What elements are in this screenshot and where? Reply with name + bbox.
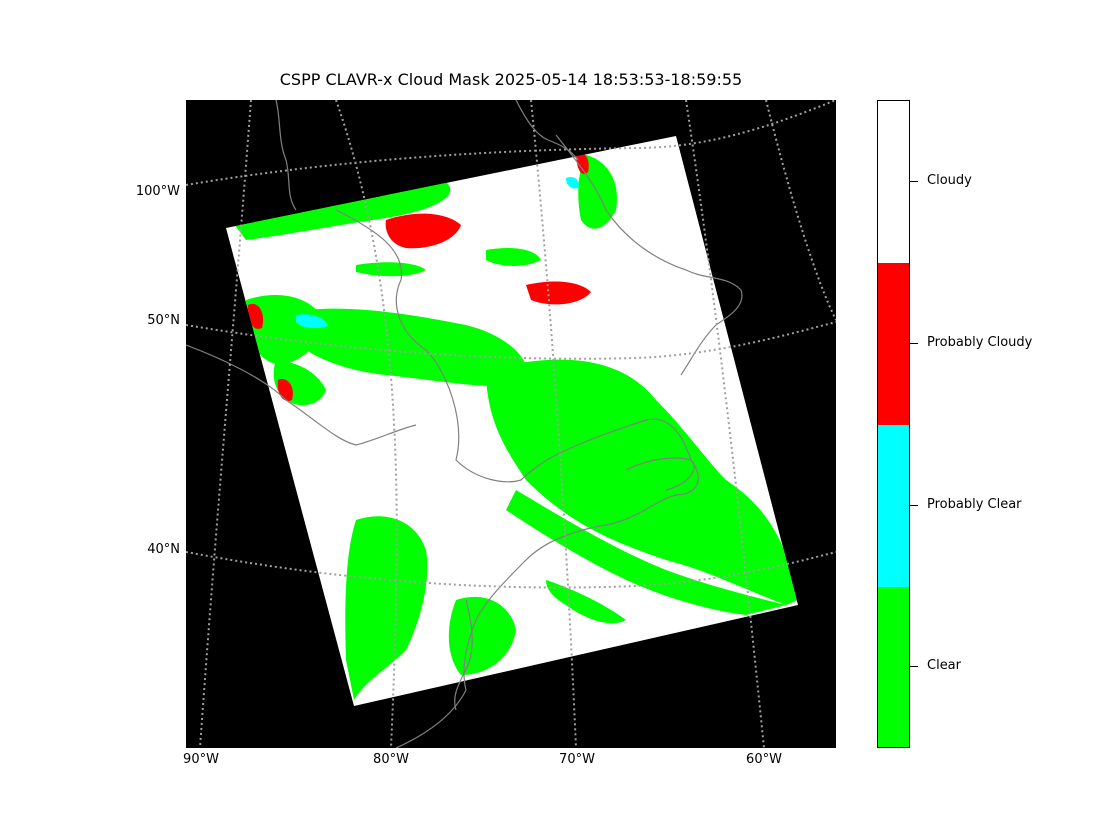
hudson-bay-coast bbox=[275, 100, 297, 211]
meridian-70w bbox=[530, 100, 577, 748]
satellite-swath bbox=[226, 136, 798, 706]
st-lawrence-coast bbox=[555, 134, 743, 376]
parallel-50n bbox=[186, 321, 836, 360]
colorbar-segment-probably-clear bbox=[878, 425, 909, 587]
colorbar-segment-probably-cloudy bbox=[878, 263, 909, 425]
meridian-60w bbox=[685, 100, 765, 748]
clear-region-south-lobe bbox=[345, 516, 428, 700]
clear-region-north-strip bbox=[231, 182, 451, 240]
lon-label-70w: 70°W bbox=[559, 752, 595, 767]
clear-region-scatter-1 bbox=[486, 248, 541, 266]
nova-scotia-coast bbox=[625, 457, 695, 491]
map-title: CSPP CLAVR-x Cloud Mask 2025-05-14 18:53… bbox=[279, 70, 743, 89]
probably-clear-patch-1 bbox=[296, 314, 328, 329]
atlantic-coast bbox=[395, 459, 699, 748]
great-lakes-border bbox=[335, 209, 692, 483]
probably-cloudy-patch-4 bbox=[247, 303, 264, 329]
probably-cloudy-patch-2 bbox=[526, 281, 591, 305]
clear-region-scatter-2 bbox=[356, 262, 426, 277]
coastlines-and-borders bbox=[186, 100, 743, 748]
colorbar-segment-cloudy bbox=[878, 101, 909, 263]
graticule bbox=[186, 100, 836, 748]
colorbar-label-probably-clear: Probably Clear bbox=[927, 497, 1022, 512]
colorbar-label-probably-cloudy: Probably Cloudy bbox=[927, 335, 1033, 350]
us-canada-border bbox=[186, 344, 417, 446]
lat-label-50n: 50°N bbox=[147, 313, 180, 328]
colorbar-label-cloudy: Cloudy bbox=[927, 173, 972, 188]
colorbar-label-clear: Clear bbox=[927, 658, 961, 673]
parallel-40n bbox=[186, 551, 836, 589]
parallel-upper bbox=[186, 100, 836, 186]
colorbar bbox=[877, 100, 910, 748]
labrador-coast bbox=[515, 100, 579, 161]
colorbar-tick-cloudy bbox=[910, 181, 918, 182]
clear-region-southeast bbox=[486, 359, 798, 605]
lat-label-100w: 100°W bbox=[135, 184, 180, 199]
probably-cloudy-patch-3 bbox=[576, 151, 589, 174]
lat-label-40n: 40°N bbox=[147, 542, 180, 557]
chesapeake-coast bbox=[454, 599, 473, 711]
colorbar-tick-probably-clear bbox=[910, 505, 918, 506]
clear-region-northwest bbox=[246, 295, 322, 365]
cloud-mask-map bbox=[186, 100, 836, 748]
lon-label-60w: 60°W bbox=[746, 752, 782, 767]
clear-region-coastal-band bbox=[506, 490, 786, 615]
meridian-90w bbox=[199, 100, 252, 748]
lon-label-80w: 80°W bbox=[373, 752, 409, 767]
clear-region-scatter-3 bbox=[546, 580, 626, 624]
colorbar-tick-probably-cloudy bbox=[910, 343, 918, 344]
probably-clear-patch-2 bbox=[566, 177, 579, 189]
colorbar-segment-clear bbox=[878, 587, 909, 747]
colorbar-tick-clear bbox=[910, 666, 918, 667]
probably-cloudy-patch-1 bbox=[385, 213, 461, 249]
lon-label-90w: 90°W bbox=[183, 752, 219, 767]
clear-region-central-band bbox=[286, 308, 528, 387]
